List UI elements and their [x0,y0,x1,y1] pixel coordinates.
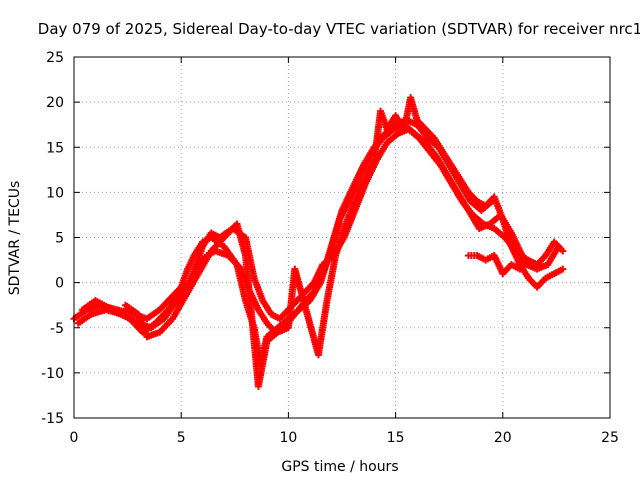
axis-ticks: 0 5 10 15 20 25 -15 -10 -5 0 5 10 15 20 25 [41,50,619,446]
y-tick-label: 5 [55,231,64,247]
y-tick-label: -10 [41,366,64,382]
chart-title: Day 079 of 2025, Sidereal Day-to-day VTE… [38,20,640,38]
x-tick-label: 15 [387,430,405,446]
series-4 [121,94,567,390]
x-tick-label: 5 [177,430,186,446]
x-axis-label: GPS time / hours [281,459,398,475]
y-axis-label: SDTVAR / TECUs [7,181,23,296]
series-3 [79,125,563,336]
y-tick-label: 20 [46,95,64,111]
y-tick-label: 15 [46,140,64,156]
x-tick-label: 25 [601,430,619,446]
series-5 [464,238,567,278]
data-point [559,265,567,273]
data-marks [70,94,567,390]
y-tick-label: 0 [55,276,64,292]
x-tick-label: 0 [70,430,79,446]
x-tick-label: 20 [494,430,512,446]
y-tick-label: 25 [46,50,64,66]
y-tick-label: -5 [50,321,64,337]
x-tick-label: 10 [279,430,297,446]
y-tick-label: -15 [41,411,64,427]
data-point [559,247,567,255]
y-tick-label: 10 [46,185,64,201]
